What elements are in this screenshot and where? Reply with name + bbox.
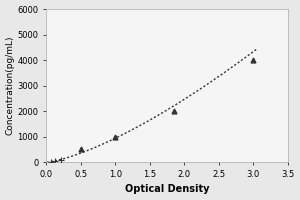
X-axis label: Optical Density: Optical Density: [125, 184, 209, 194]
Y-axis label: Concentration(pg/mL): Concentration(pg/mL): [6, 36, 15, 135]
